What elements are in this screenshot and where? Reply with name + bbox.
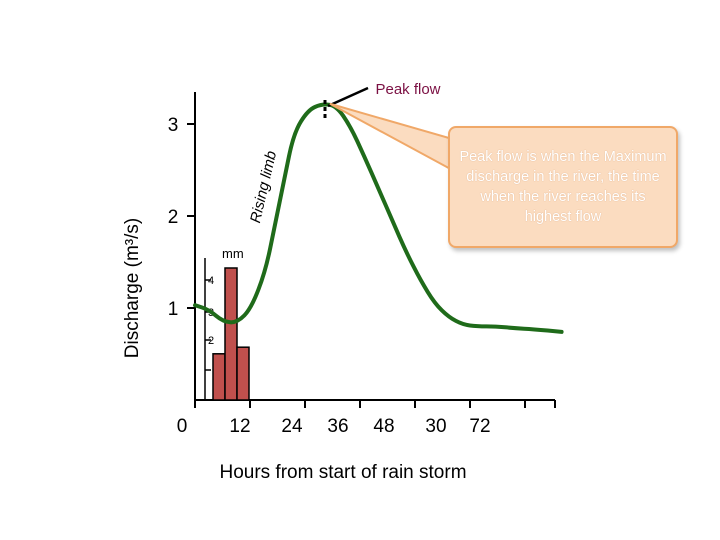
y-tick-label: 2: [168, 207, 179, 228]
x-axis-label: Hours from start of rain storm: [219, 462, 466, 483]
peak-pointer-arrow: [327, 86, 369, 108]
peak-flow-callout: Peak flow is when the Maximum discharge …: [448, 126, 678, 248]
callout-text: Peak flow is when the Maximum discharge …: [459, 149, 667, 225]
rainfall-tick-label: 2: [208, 335, 214, 347]
callout-pointer: [329, 102, 457, 174]
x-tick-label: 48: [373, 416, 394, 437]
y-axis-label: Discharge (m³/s): [122, 218, 143, 358]
rainfall-bar: [212, 353, 226, 401]
peak-flow-label: Peak flow: [375, 81, 440, 98]
x-tick-label: 12: [229, 416, 250, 437]
rainfall-bar: [236, 346, 250, 401]
rainfall-bar: [224, 267, 238, 401]
y-tick-label: 1: [168, 299, 179, 320]
rainfall-tick-label: 4: [208, 275, 214, 287]
discharge-line: [193, 102, 564, 334]
rainfall-unit-label: mm: [222, 246, 244, 261]
x-tick-label: 24: [281, 416, 303, 437]
x-tick-label: 0: [177, 416, 188, 437]
x-tick-label: 30: [425, 416, 446, 437]
rising-limb-label: Rising limb: [247, 149, 280, 224]
y-tick-label: 3: [168, 115, 179, 136]
x-tick-label: 72: [469, 416, 490, 437]
x-tick-label: 36: [327, 416, 348, 437]
